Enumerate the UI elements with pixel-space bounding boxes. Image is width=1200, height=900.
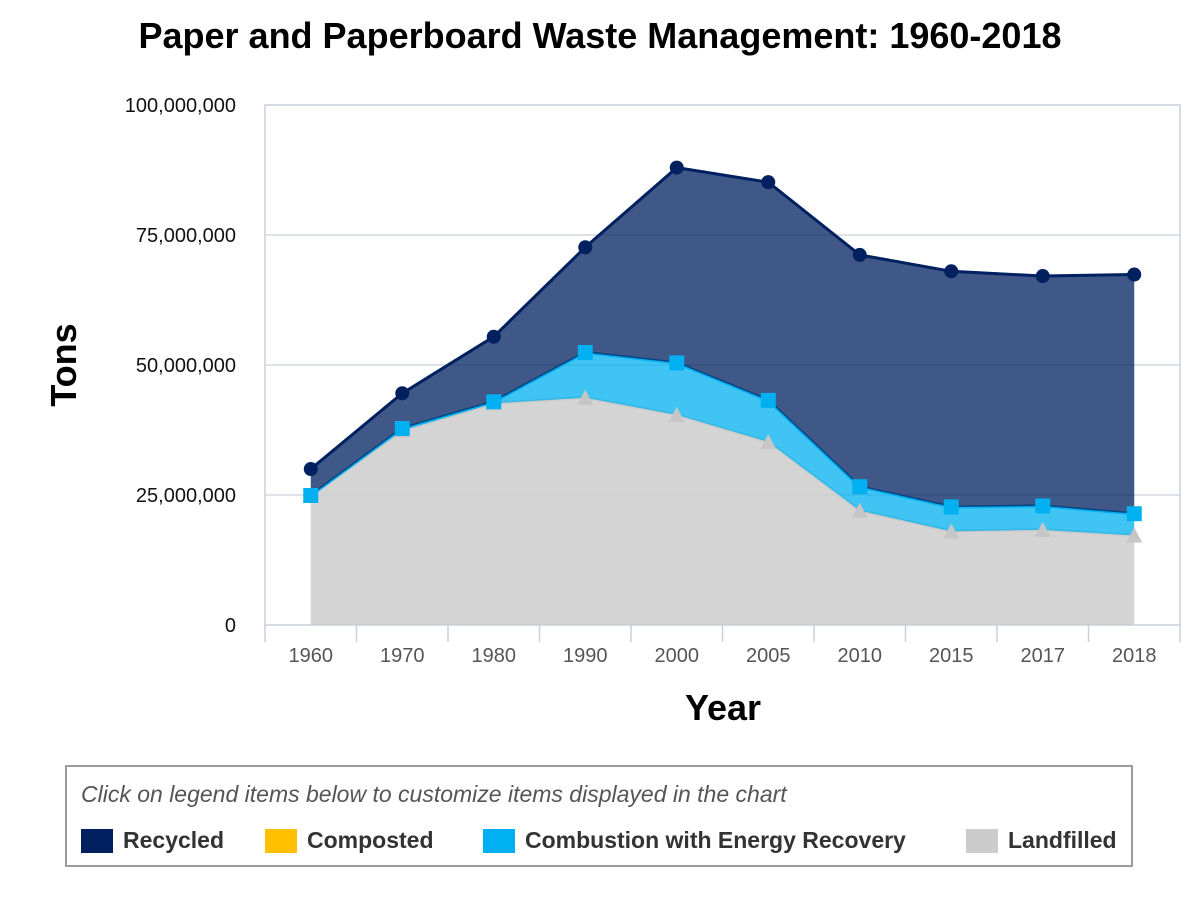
area-landfilled	[310, 397, 1135, 625]
chart: Paper and Paperboard Waste Management: 1…	[43, 15, 1181, 728]
marker-recycled	[303, 462, 318, 477]
y-tick-label: 0	[225, 615, 236, 637]
marker-recycled	[669, 160, 684, 175]
line-recycled	[309, 166, 1135, 471]
marker-combustion-with-energy-recovery	[1126, 506, 1142, 522]
chart-title: Paper and Paperboard Waste Management: 1…	[138, 15, 1061, 56]
marker-combustion-with-energy-recovery	[394, 420, 410, 436]
y-tick-label: 50,000,000	[136, 355, 236, 377]
x-tick-label: 2010	[838, 645, 883, 667]
legend-swatch-combustion	[483, 828, 515, 853]
area-series	[309, 166, 1135, 625]
marker-landfilled	[943, 523, 960, 539]
legend-item-composted[interactable]: Composted	[265, 827, 434, 854]
legend-label-composted: Composted	[307, 827, 434, 853]
x-tick-label: 2005	[746, 645, 791, 667]
marker-landfilled	[760, 433, 777, 449]
marker-recycled	[852, 247, 867, 262]
marker-landfilled	[1126, 527, 1143, 543]
marker-recycled	[486, 329, 501, 344]
x-tick-label: 2017	[1021, 645, 1066, 667]
legend-swatch-landfilled	[966, 828, 998, 853]
marker-combustion-with-energy-recovery	[852, 479, 868, 495]
legend-swatch-composted	[265, 828, 297, 853]
x-tick-label: 2018	[1112, 645, 1157, 667]
legend-label-combustion: Combustion with Energy Recovery	[525, 827, 906, 853]
legend-label-recycled: Recycled	[123, 827, 225, 853]
x-tick-label: 1960	[289, 645, 334, 667]
marker-landfilled	[1034, 521, 1051, 537]
x-axis-label: Year	[685, 687, 761, 728]
area-combustion-with-energy-recovery	[310, 352, 1135, 536]
marker-landfilled	[668, 406, 685, 422]
x-tick-label: 2000	[655, 645, 700, 667]
marker-combustion-with-energy-recovery	[943, 499, 959, 515]
legend-item-combustion[interactable]: Combustion with Energy Recovery	[483, 827, 906, 854]
x-tick-label: 2015	[929, 645, 974, 667]
area-recycled	[310, 167, 1135, 514]
marker-combustion-with-energy-recovery	[1035, 498, 1051, 514]
y-tick-label: 100,000,000	[125, 95, 236, 117]
y-axis-label: Tons	[43, 323, 84, 406]
marker-combustion-with-energy-recovery	[760, 392, 776, 408]
legend: Click on legend items below to customize…	[65, 765, 1133, 867]
marker-combustion-with-energy-recovery	[577, 344, 593, 360]
marker-recycled	[1035, 269, 1050, 284]
legend-swatch-recycled	[81, 828, 113, 853]
y-tick-label: 25,000,000	[136, 485, 236, 507]
marker-landfilled	[851, 502, 868, 518]
x-tick-label: 1990	[563, 645, 608, 667]
marker-landfilled	[577, 389, 594, 405]
x-tick-label: 1980	[472, 645, 517, 667]
marker-recycled	[578, 240, 593, 255]
series-markers	[302, 160, 1143, 543]
marker-combustion-with-energy-recovery	[486, 394, 502, 410]
marker-recycled	[1127, 267, 1142, 282]
legend-label-landfilled: Landfilled	[1008, 827, 1117, 853]
marker-recycled	[761, 175, 776, 190]
marker-recycled	[395, 386, 410, 401]
legend-item-landfilled[interactable]: Landfilled	[966, 827, 1117, 854]
axes: 0 25,000,000 50,000,000 75,000,000 100,000,0…	[125, 95, 1181, 667]
marker-combustion-with-energy-recovery	[669, 355, 685, 371]
legend-hint: Click on legend items below to customize…	[81, 781, 787, 807]
marker-recycled	[944, 264, 959, 279]
x-tick-label: 1970	[380, 645, 425, 667]
legend-item-recycled[interactable]: Recycled	[81, 827, 224, 854]
marker-combustion-with-energy-recovery	[303, 487, 319, 503]
y-tick-label: 75,000,000	[136, 225, 236, 247]
